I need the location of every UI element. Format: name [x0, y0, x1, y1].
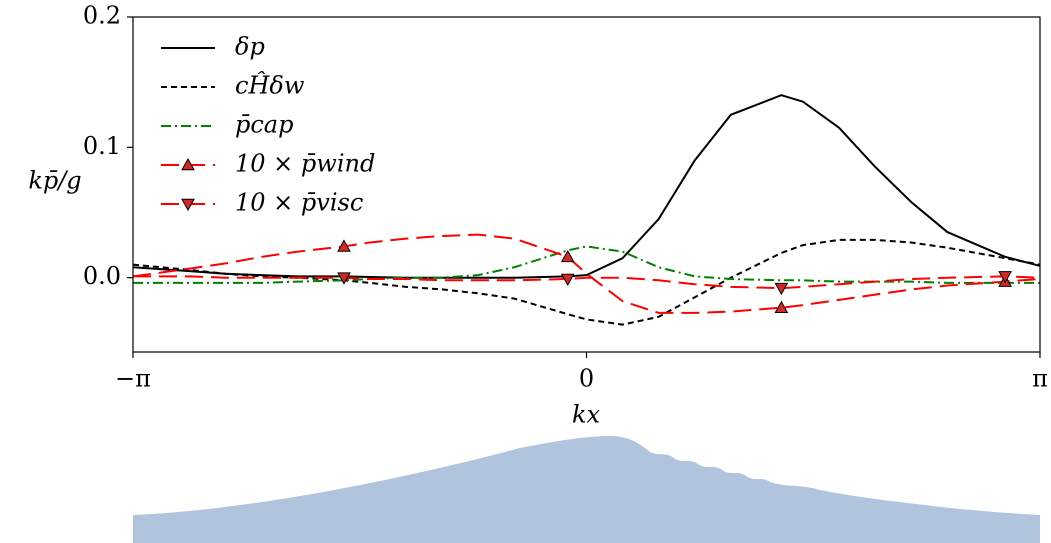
legend-label: p̄cap — [235, 111, 293, 139]
marker — [560, 273, 575, 287]
series-line — [133, 233, 1040, 314]
x-tick-label: π — [1032, 365, 1048, 393]
plot-frame — [132, 16, 1041, 353]
marker — [560, 249, 575, 263]
y-tick-label: 0.1 — [83, 132, 121, 160]
x-tick-label: 0 — [579, 365, 594, 393]
legend-marker — [181, 198, 195, 212]
wave-profile — [133, 436, 1040, 543]
marker — [774, 300, 789, 313]
legend-marker — [181, 157, 195, 171]
y-tick-label: 0.0 — [83, 262, 121, 290]
y-tick-label: 0.2 — [83, 2, 121, 30]
marker — [998, 271, 1012, 284]
series-line — [133, 238, 1040, 326]
series-line — [133, 245, 1040, 284]
legend-label: δp — [235, 33, 265, 61]
y-axis-label: kp̄/g — [28, 167, 81, 195]
marker — [337, 272, 351, 285]
marker — [337, 239, 351, 252]
marker — [774, 282, 789, 296]
legend-label: 10 × p̄wind — [235, 150, 375, 178]
series-line — [133, 94, 1040, 279]
series-line — [133, 275, 1040, 290]
x-axis-label: kx — [572, 401, 601, 429]
x-tick-label: −π — [115, 365, 151, 393]
legend-label: cĤδw — [235, 71, 305, 100]
legend-label: 10 × p̄visc — [235, 189, 363, 217]
